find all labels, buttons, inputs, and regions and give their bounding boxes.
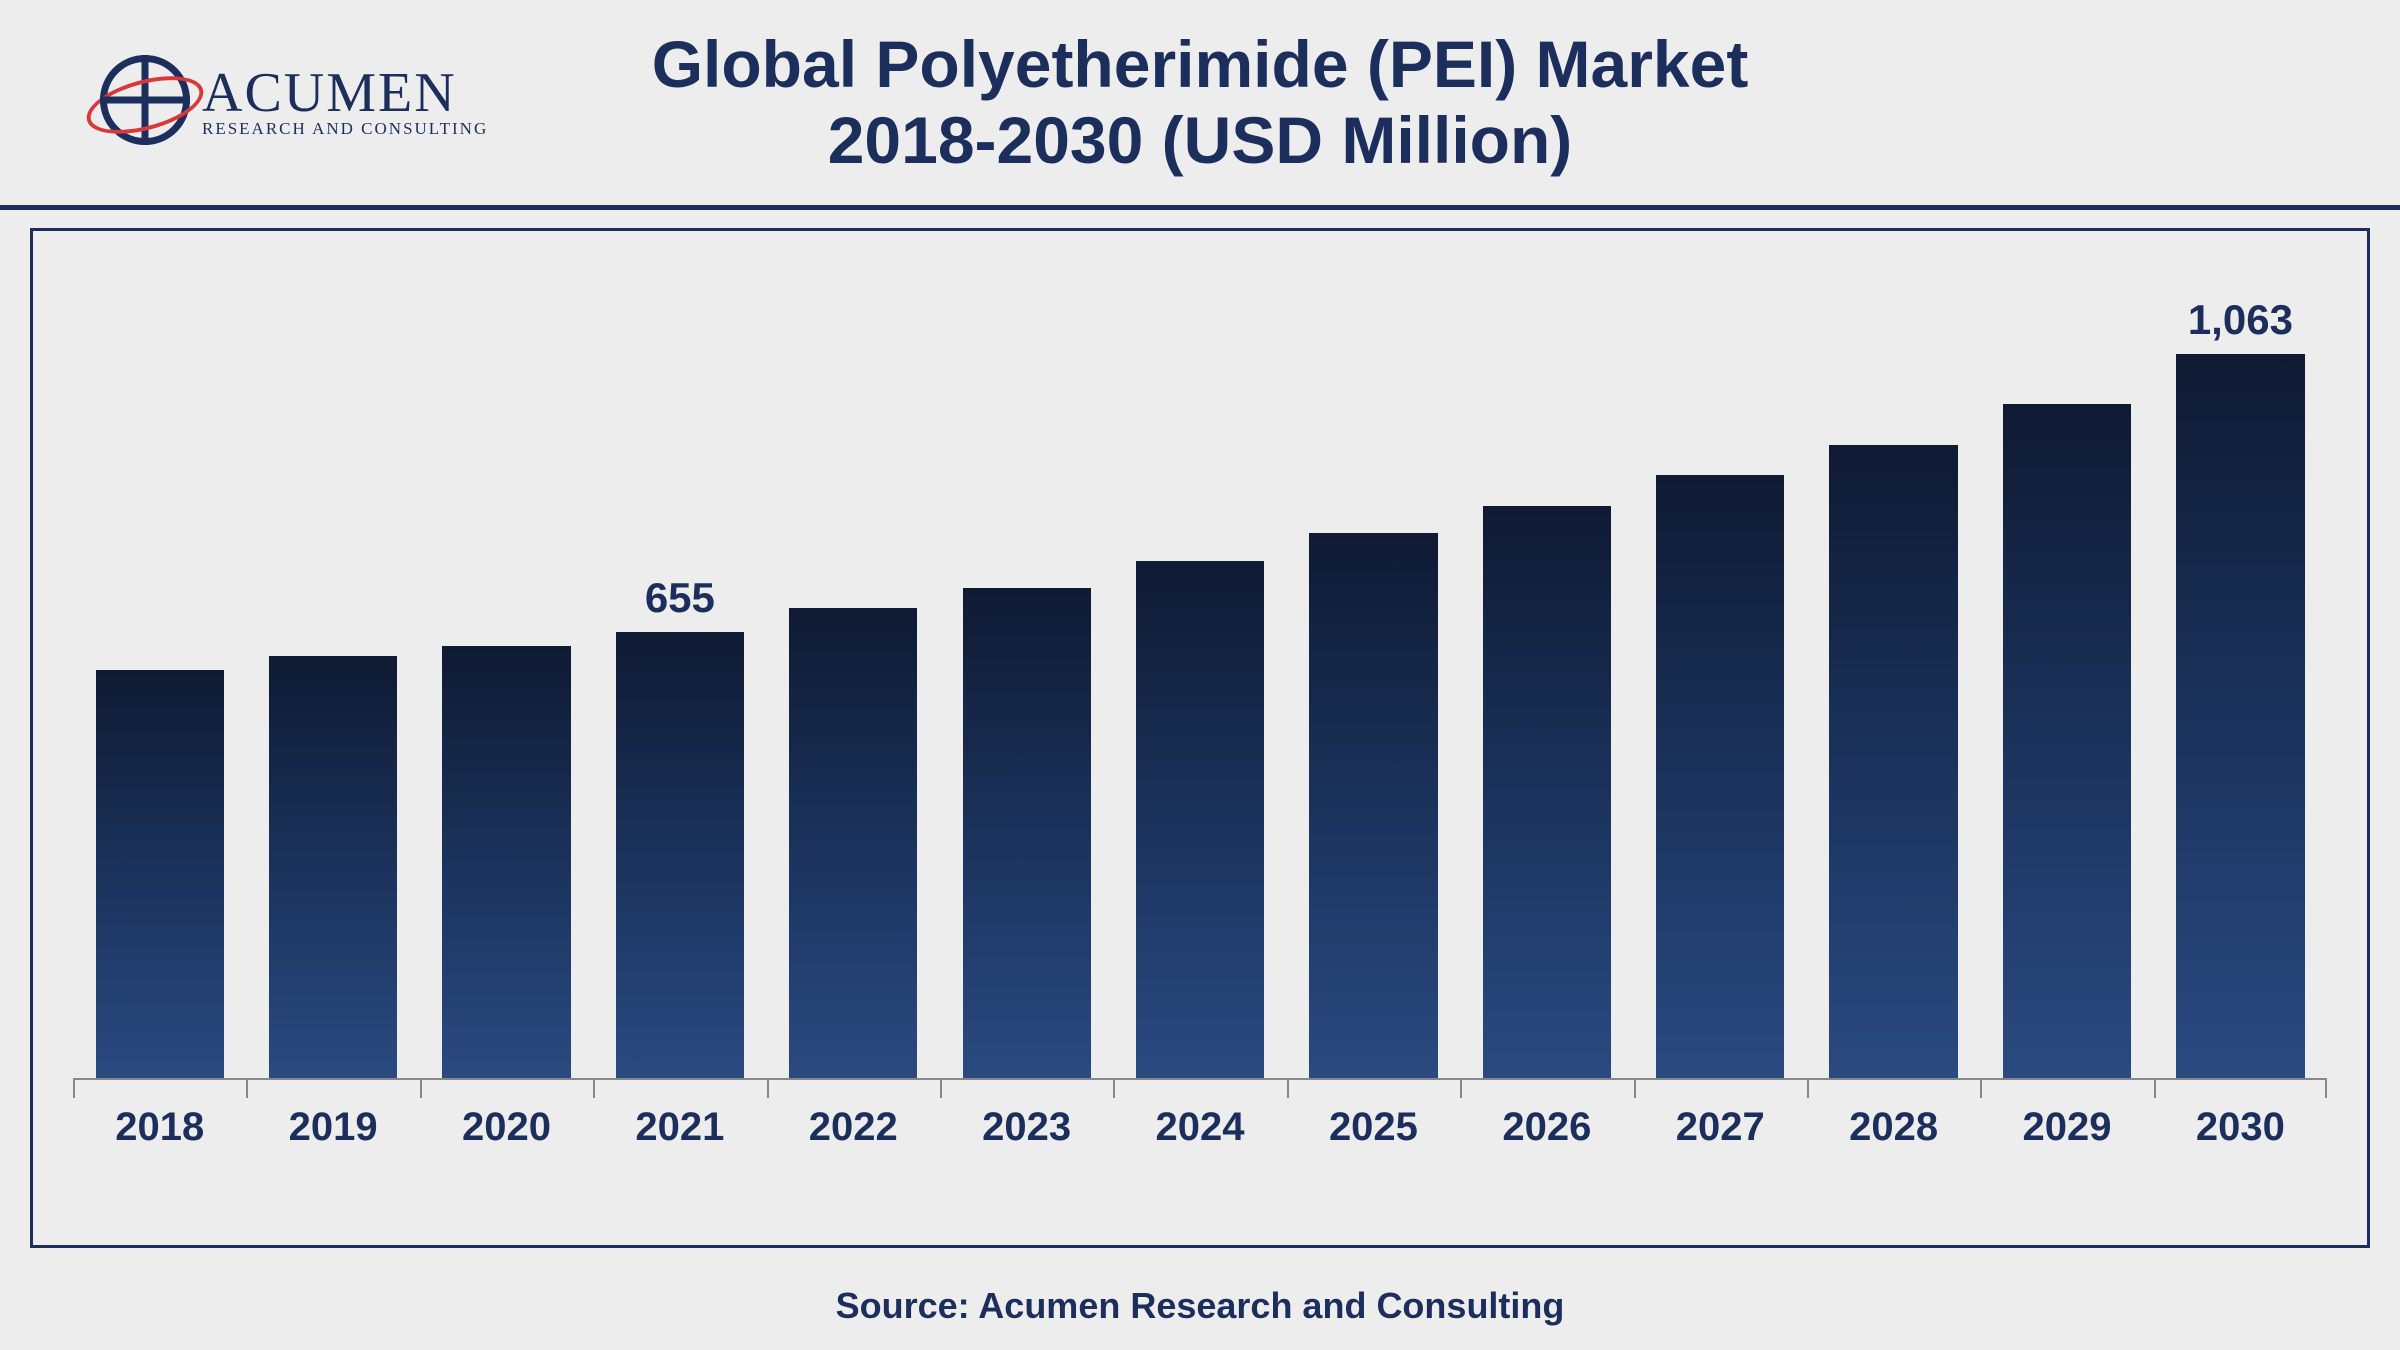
x-axis-label: 2027: [1634, 1105, 1807, 1150]
x-axis-label: 2019: [246, 1105, 419, 1150]
bar-group: [1807, 261, 1980, 1078]
bar-group: [1287, 261, 1460, 1078]
logo-brand: ACUMEN: [202, 61, 488, 125]
source-attribution: Source: Acumen Research and Consulting: [33, 1285, 2367, 1327]
bar-group: 655: [593, 261, 766, 1078]
axis-tick: [1980, 1080, 1982, 1098]
x-axis-label: 2024: [1113, 1105, 1286, 1150]
axis-tick: [1113, 1080, 1115, 1098]
bar-group: [1980, 261, 2153, 1078]
axis-tick: [767, 1080, 769, 1098]
globe-icon: [100, 55, 190, 145]
x-axis-label: 2026: [1460, 1105, 1633, 1150]
bar-group: 1,063: [2154, 261, 2327, 1078]
x-axis-label: 2023: [940, 1105, 1113, 1150]
x-axis-label: 2022: [767, 1105, 940, 1150]
bar: [1483, 506, 1611, 1078]
bar-group: [1460, 261, 1633, 1078]
bar-group: [940, 261, 1113, 1078]
data-label: 1,063: [2188, 296, 2293, 344]
logo-text: ACUMEN RESEARCH AND CONSULTING: [202, 61, 488, 139]
axis-tick: [420, 1080, 422, 1098]
data-label: 655: [645, 574, 715, 622]
axis-tick: [1287, 1080, 1289, 1098]
bar-plot: 655 1,063: [73, 261, 2327, 1080]
x-axis-label: 2029: [1980, 1105, 2153, 1150]
axis-tick: [593, 1080, 595, 1098]
bar: [96, 670, 224, 1079]
x-axis-label: 2025: [1287, 1105, 1460, 1150]
axis-tick: [2154, 1080, 2156, 1098]
bar-group: [1113, 261, 1286, 1078]
bar-group: [1634, 261, 1807, 1078]
brand-logo: ACUMEN RESEARCH AND CONSULTING: [100, 55, 488, 145]
bar: [1136, 561, 1264, 1078]
bar: [1656, 475, 1784, 1078]
bar: [269, 656, 397, 1078]
bar: [963, 588, 1091, 1078]
axis-tick: [940, 1080, 942, 1098]
chart-container: 6551,063 2018201920202021202220232024202…: [30, 228, 2370, 1248]
bar: [442, 646, 570, 1078]
axis-tick: [2325, 1080, 2327, 1098]
bar-group: [73, 261, 246, 1078]
bar: [2003, 404, 2131, 1078]
axis-tick: [73, 1080, 75, 1098]
bar-group: [767, 261, 940, 1078]
bar: [1829, 445, 1957, 1078]
axis-tick: [1634, 1080, 1636, 1098]
x-axis-label: 2021: [593, 1105, 766, 1150]
bar-group: [420, 261, 593, 1078]
x-axis-label: 2020: [420, 1105, 593, 1150]
axis-tick: [246, 1080, 248, 1098]
x-axis-label: 2028: [1807, 1105, 1980, 1150]
x-axis-labels: 2018201920202021202220232024202520262027…: [73, 1105, 2327, 1150]
axis-tick: [1807, 1080, 1809, 1098]
bar: [2176, 354, 2304, 1078]
header: ACUMEN RESEARCH AND CONSULTING Global Po…: [0, 0, 2400, 210]
logo-tagline: RESEARCH AND CONSULTING: [202, 119, 488, 139]
axis-tick: [1460, 1080, 1462, 1098]
x-axis-label: 2030: [2154, 1105, 2327, 1150]
x-axis-label: 2018: [73, 1105, 246, 1150]
bar: [1309, 533, 1437, 1078]
bar: [616, 632, 744, 1078]
bar: [789, 608, 917, 1078]
bar-group: [246, 261, 419, 1078]
